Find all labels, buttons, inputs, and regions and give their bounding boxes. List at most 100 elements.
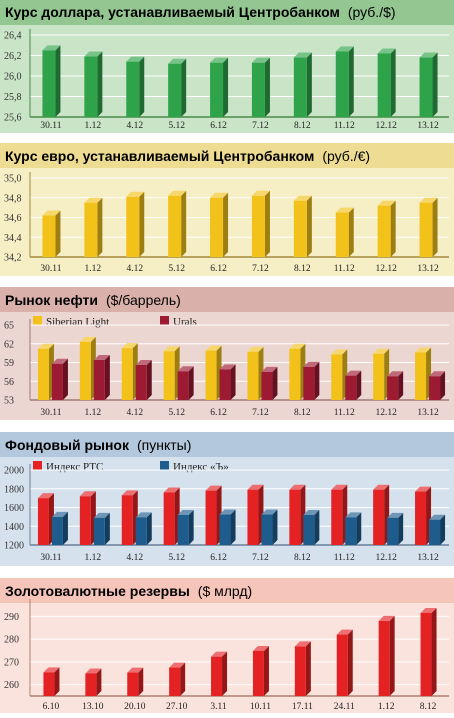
- bar-top: [247, 346, 264, 352]
- x-tick-label: 6.12: [210, 553, 227, 563]
- bar-front: [42, 50, 56, 117]
- bar-front: [252, 650, 264, 696]
- bar: [387, 371, 404, 400]
- bar-side: [55, 210, 61, 257]
- y-tick-label: 2000: [4, 466, 24, 477]
- panel-stocks: Фондовый рынок (пункты) Индекс РТС Индек…: [0, 432, 454, 566]
- y-tick-label: 53: [4, 396, 14, 407]
- bar-top: [168, 58, 187, 64]
- bar-side: [314, 361, 320, 400]
- x-tick-label: 12.12: [375, 264, 397, 274]
- bar: [219, 509, 236, 545]
- y-tick-label: 34,2: [4, 253, 22, 264]
- x-tick-label: 8.12: [294, 121, 311, 131]
- bar-top: [415, 486, 432, 492]
- x-tick-label: 1.12: [85, 553, 102, 563]
- bar: [289, 343, 306, 400]
- y-tick-label: 25,6: [4, 113, 22, 124]
- bar-front: [289, 348, 301, 400]
- bar: [205, 345, 222, 400]
- bar: [177, 510, 194, 545]
- x-tick-label: 8.12: [294, 553, 311, 563]
- bar: [387, 512, 404, 545]
- bar-side: [263, 645, 269, 696]
- bar: [211, 651, 228, 696]
- y-tick-label: 1200: [4, 541, 24, 552]
- y-tick-label: 290: [4, 612, 19, 623]
- bar: [247, 346, 264, 400]
- x-tick-label: 8.12: [420, 702, 437, 712]
- bar-front: [415, 352, 427, 400]
- bar-top: [289, 343, 306, 349]
- x-tick-label: 7.12: [252, 121, 269, 131]
- bar-side: [347, 629, 353, 696]
- bar-side: [348, 207, 354, 257]
- x-tick-label: 8.12: [294, 408, 311, 418]
- bar-front: [163, 492, 175, 545]
- bar-top: [251, 190, 270, 196]
- bar-front: [168, 63, 182, 117]
- bar-side: [306, 52, 312, 117]
- bar-side: [138, 667, 144, 696]
- panel-title: Фондовый рынок (пункты): [5, 437, 191, 454]
- x-tick-label: 30.11: [40, 408, 61, 418]
- bar-top: [121, 343, 138, 349]
- x-tick-label: 1.12: [85, 264, 102, 274]
- bar-side: [97, 197, 103, 257]
- bar-front: [293, 200, 307, 257]
- x-tick-label: 1.12: [378, 702, 395, 712]
- bar: [219, 364, 236, 400]
- panel-eur: Курс евро, устанавливаемый Центробанком …: [0, 143, 454, 276]
- y-tick-label: 1600: [4, 503, 24, 514]
- bar-front: [331, 489, 343, 545]
- x-tick-label: 6.12: [210, 408, 227, 418]
- bar-front: [126, 196, 140, 257]
- bar-front: [93, 517, 105, 545]
- bar-top: [168, 190, 187, 196]
- bar: [43, 667, 60, 696]
- bar-top: [429, 514, 446, 520]
- bar-top: [79, 336, 96, 342]
- x-tick-label: 7.12: [252, 553, 269, 563]
- y-tick-label: 59: [4, 358, 14, 369]
- bar-top: [79, 491, 96, 497]
- bar-top: [84, 51, 103, 57]
- y-tick-label: 34,8: [4, 193, 22, 204]
- bar-front: [205, 490, 217, 545]
- panel-reserves: Золотовалютные резервы ($ млрд) 260 270 28…: [0, 578, 454, 713]
- x-tick-label: 27.10: [166, 702, 188, 712]
- bar: [51, 511, 68, 545]
- y-tick-label: 1800: [4, 484, 24, 495]
- bar: [205, 485, 222, 545]
- panel-title-unit: (пункты): [137, 437, 191, 453]
- bar-front: [84, 56, 98, 117]
- bar-side: [431, 607, 437, 696]
- bar-top: [251, 57, 270, 63]
- chart-oil: 53 56 59 62 65 30.11 1.12 4.12 5.12 6.12 7.12 8.12 1…: [4, 319, 449, 418]
- bar: [37, 343, 54, 400]
- bar-front: [126, 61, 140, 117]
- panel-title-main: Рынок нефти: [5, 292, 98, 308]
- bar-side: [230, 364, 236, 400]
- bar-front: [210, 62, 224, 117]
- x-tick-label: 4.12: [126, 408, 143, 418]
- bar-side: [390, 200, 396, 257]
- bar-side: [348, 46, 354, 117]
- bar: [419, 52, 438, 117]
- x-tick-label: 1.12: [85, 408, 102, 418]
- x-tick-label: 11.12: [334, 553, 355, 563]
- x-tick-label: 11.12: [334, 408, 355, 418]
- bar-top: [37, 493, 54, 499]
- bar-top: [377, 200, 396, 206]
- bar-top: [415, 347, 432, 353]
- y-tick-label: 270: [4, 657, 19, 668]
- bar-front: [247, 489, 259, 545]
- bar-front: [43, 672, 55, 696]
- chart-stocks: 1200 1400 1600 1800 2000 30.11 1.12 4.12 5.12 6.1…: [4, 464, 449, 563]
- bar-top: [169, 662, 186, 668]
- bar-side: [356, 370, 362, 400]
- chart-eur: 34,2 34,4 34,6 34,8 35,0 30.11 1.12 4.12 5.12 6.1…: [4, 172, 449, 274]
- bar-front: [84, 202, 98, 257]
- bar: [294, 641, 311, 696]
- panel-title: Рынок нефти ($/баррель): [5, 292, 181, 309]
